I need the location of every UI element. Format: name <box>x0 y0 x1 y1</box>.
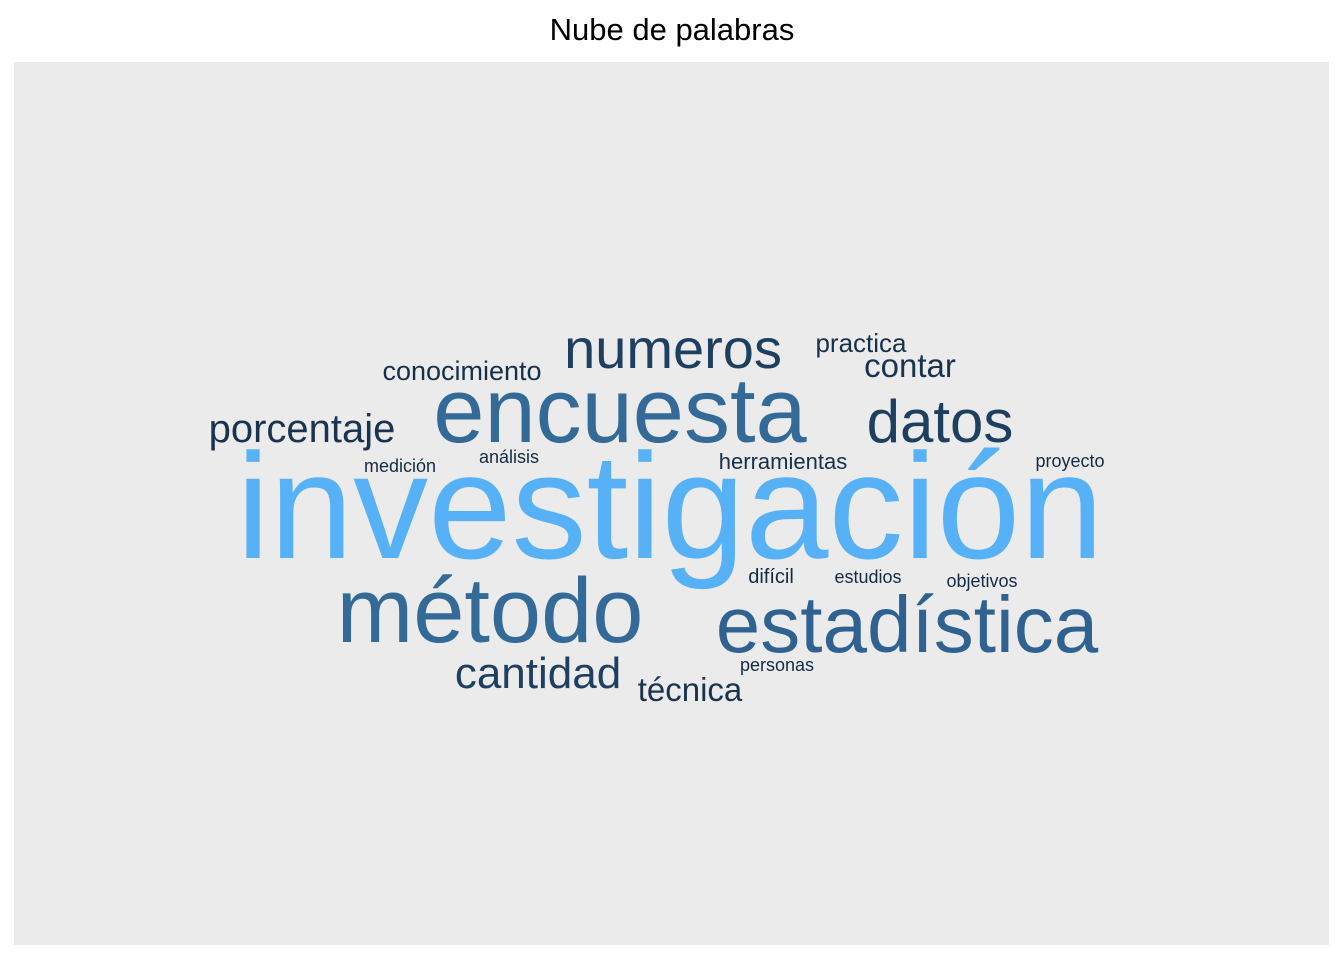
word-10: conocimiento <box>382 356 541 386</box>
word-9: técnica <box>638 671 743 708</box>
word-2: método <box>337 560 644 662</box>
word-7: porcentaje <box>209 407 396 451</box>
word-8: contar <box>864 347 956 384</box>
word-16: difícil <box>748 566 794 588</box>
word-15: proyecto <box>1035 451 1104 471</box>
word-19: personas <box>740 655 814 675</box>
chart-title: Nube de palabras <box>549 12 795 47</box>
word-18: objetivos <box>946 571 1017 591</box>
word-1: encuesta <box>433 360 807 462</box>
word-5: datos <box>867 388 1014 455</box>
word-0: investigación <box>236 422 1103 590</box>
word-14: análisis <box>479 447 539 467</box>
word-6: cantidad <box>455 649 621 698</box>
word-13: medición <box>364 456 436 476</box>
plot-panel <box>14 62 1329 945</box>
word-11: practica <box>815 328 907 358</box>
word-3: estadística <box>716 580 1099 669</box>
word-4: numeros <box>564 317 782 380</box>
word-12: herramientas <box>719 449 847 474</box>
word-17: estudios <box>834 567 901 587</box>
